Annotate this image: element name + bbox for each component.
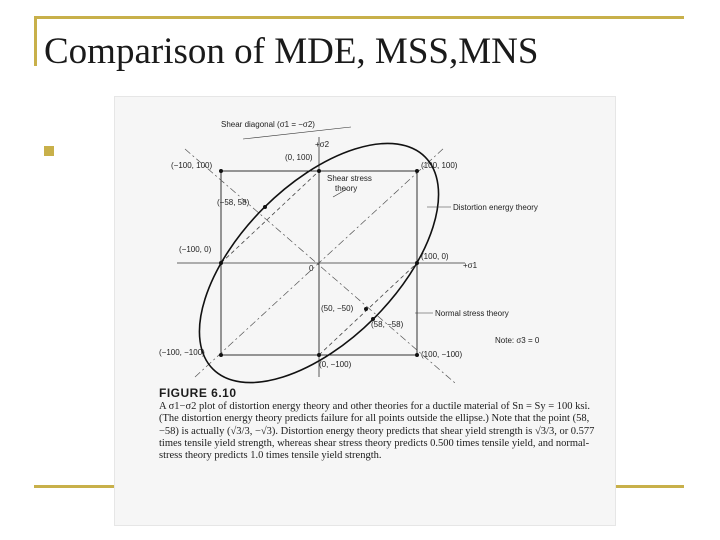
point-dot	[415, 261, 419, 265]
point-dot	[415, 353, 419, 357]
point-label-0-100: (0, 100)	[285, 153, 313, 162]
principal-diagonal	[194, 146, 446, 378]
frame-bottom-left-line	[34, 485, 116, 488]
frame-bottom-right-line	[612, 485, 684, 488]
frame-left-line	[34, 16, 37, 66]
point-dot	[317, 353, 321, 357]
leader-line	[242, 126, 352, 140]
point-dot	[219, 261, 223, 265]
bullet-marker	[44, 146, 54, 156]
point-dot	[317, 169, 321, 173]
figure-caption-title: FIGURE 6.10	[159, 386, 237, 400]
point-label-58-n58: (58, −58)	[371, 320, 404, 329]
origin-label: 0	[309, 264, 314, 273]
figure-scan: Shear diagonal (σ1 = −σ2) +σ2 +σ1 0 Shea…	[114, 96, 616, 526]
point-label-100-n100: (100, −100)	[421, 350, 462, 359]
note-label: Note: σ3 = 0	[495, 336, 540, 345]
shear-stress-theory-label-2: theory	[335, 184, 357, 193]
frame-top-line	[34, 16, 684, 19]
leader-line	[332, 188, 348, 198]
point-label-n100-n100: (−100, −100)	[159, 348, 205, 357]
shear-stress-theory-label-1: Shear stress	[327, 174, 372, 183]
point-label-50-n50: (50, −50)	[321, 304, 354, 313]
distortion-energy-theory-label: Distortion energy theory	[453, 203, 538, 212]
point-label-100-0: (100, 0)	[421, 252, 449, 261]
sigma1-axis-label: +σ1	[463, 261, 478, 270]
point-dot	[364, 307, 368, 311]
shear-hex-edge-1	[220, 170, 320, 264]
point-dot	[415, 169, 419, 173]
point-label-100-100: (100, 100)	[421, 161, 458, 170]
point-dot	[219, 353, 223, 357]
point-label-0-n100: (0, −100)	[319, 360, 352, 369]
figure-caption: FIGURE 6.10 A σ1−σ2 plot of distortion e…	[159, 387, 599, 462]
sigma2-axis-label: +σ2	[315, 140, 330, 149]
point-dot	[263, 205, 267, 209]
point-label-n58-58: (−58, 58)	[217, 198, 250, 207]
normal-stress-theory-label: Normal stress theory	[435, 309, 509, 318]
shear-hex-edge-2	[318, 262, 418, 356]
failure-theory-diagram: Shear diagonal (σ1 = −σ2) +σ2 +σ1 0 Shea…	[159, 120, 540, 384]
point-dot	[371, 317, 375, 321]
shear-diagonal-label: Shear diagonal (σ1 = −σ2)	[221, 120, 315, 129]
slide-title: Comparison of MDE, MSS,MNS	[44, 31, 539, 72]
point-label-n100-100: (−100, 100)	[171, 161, 212, 170]
figure-caption-text: A σ1−σ2 plot of distortion energy theory…	[159, 401, 595, 462]
point-dot	[219, 169, 223, 173]
point-label-n100-0: (−100, 0)	[179, 245, 212, 254]
